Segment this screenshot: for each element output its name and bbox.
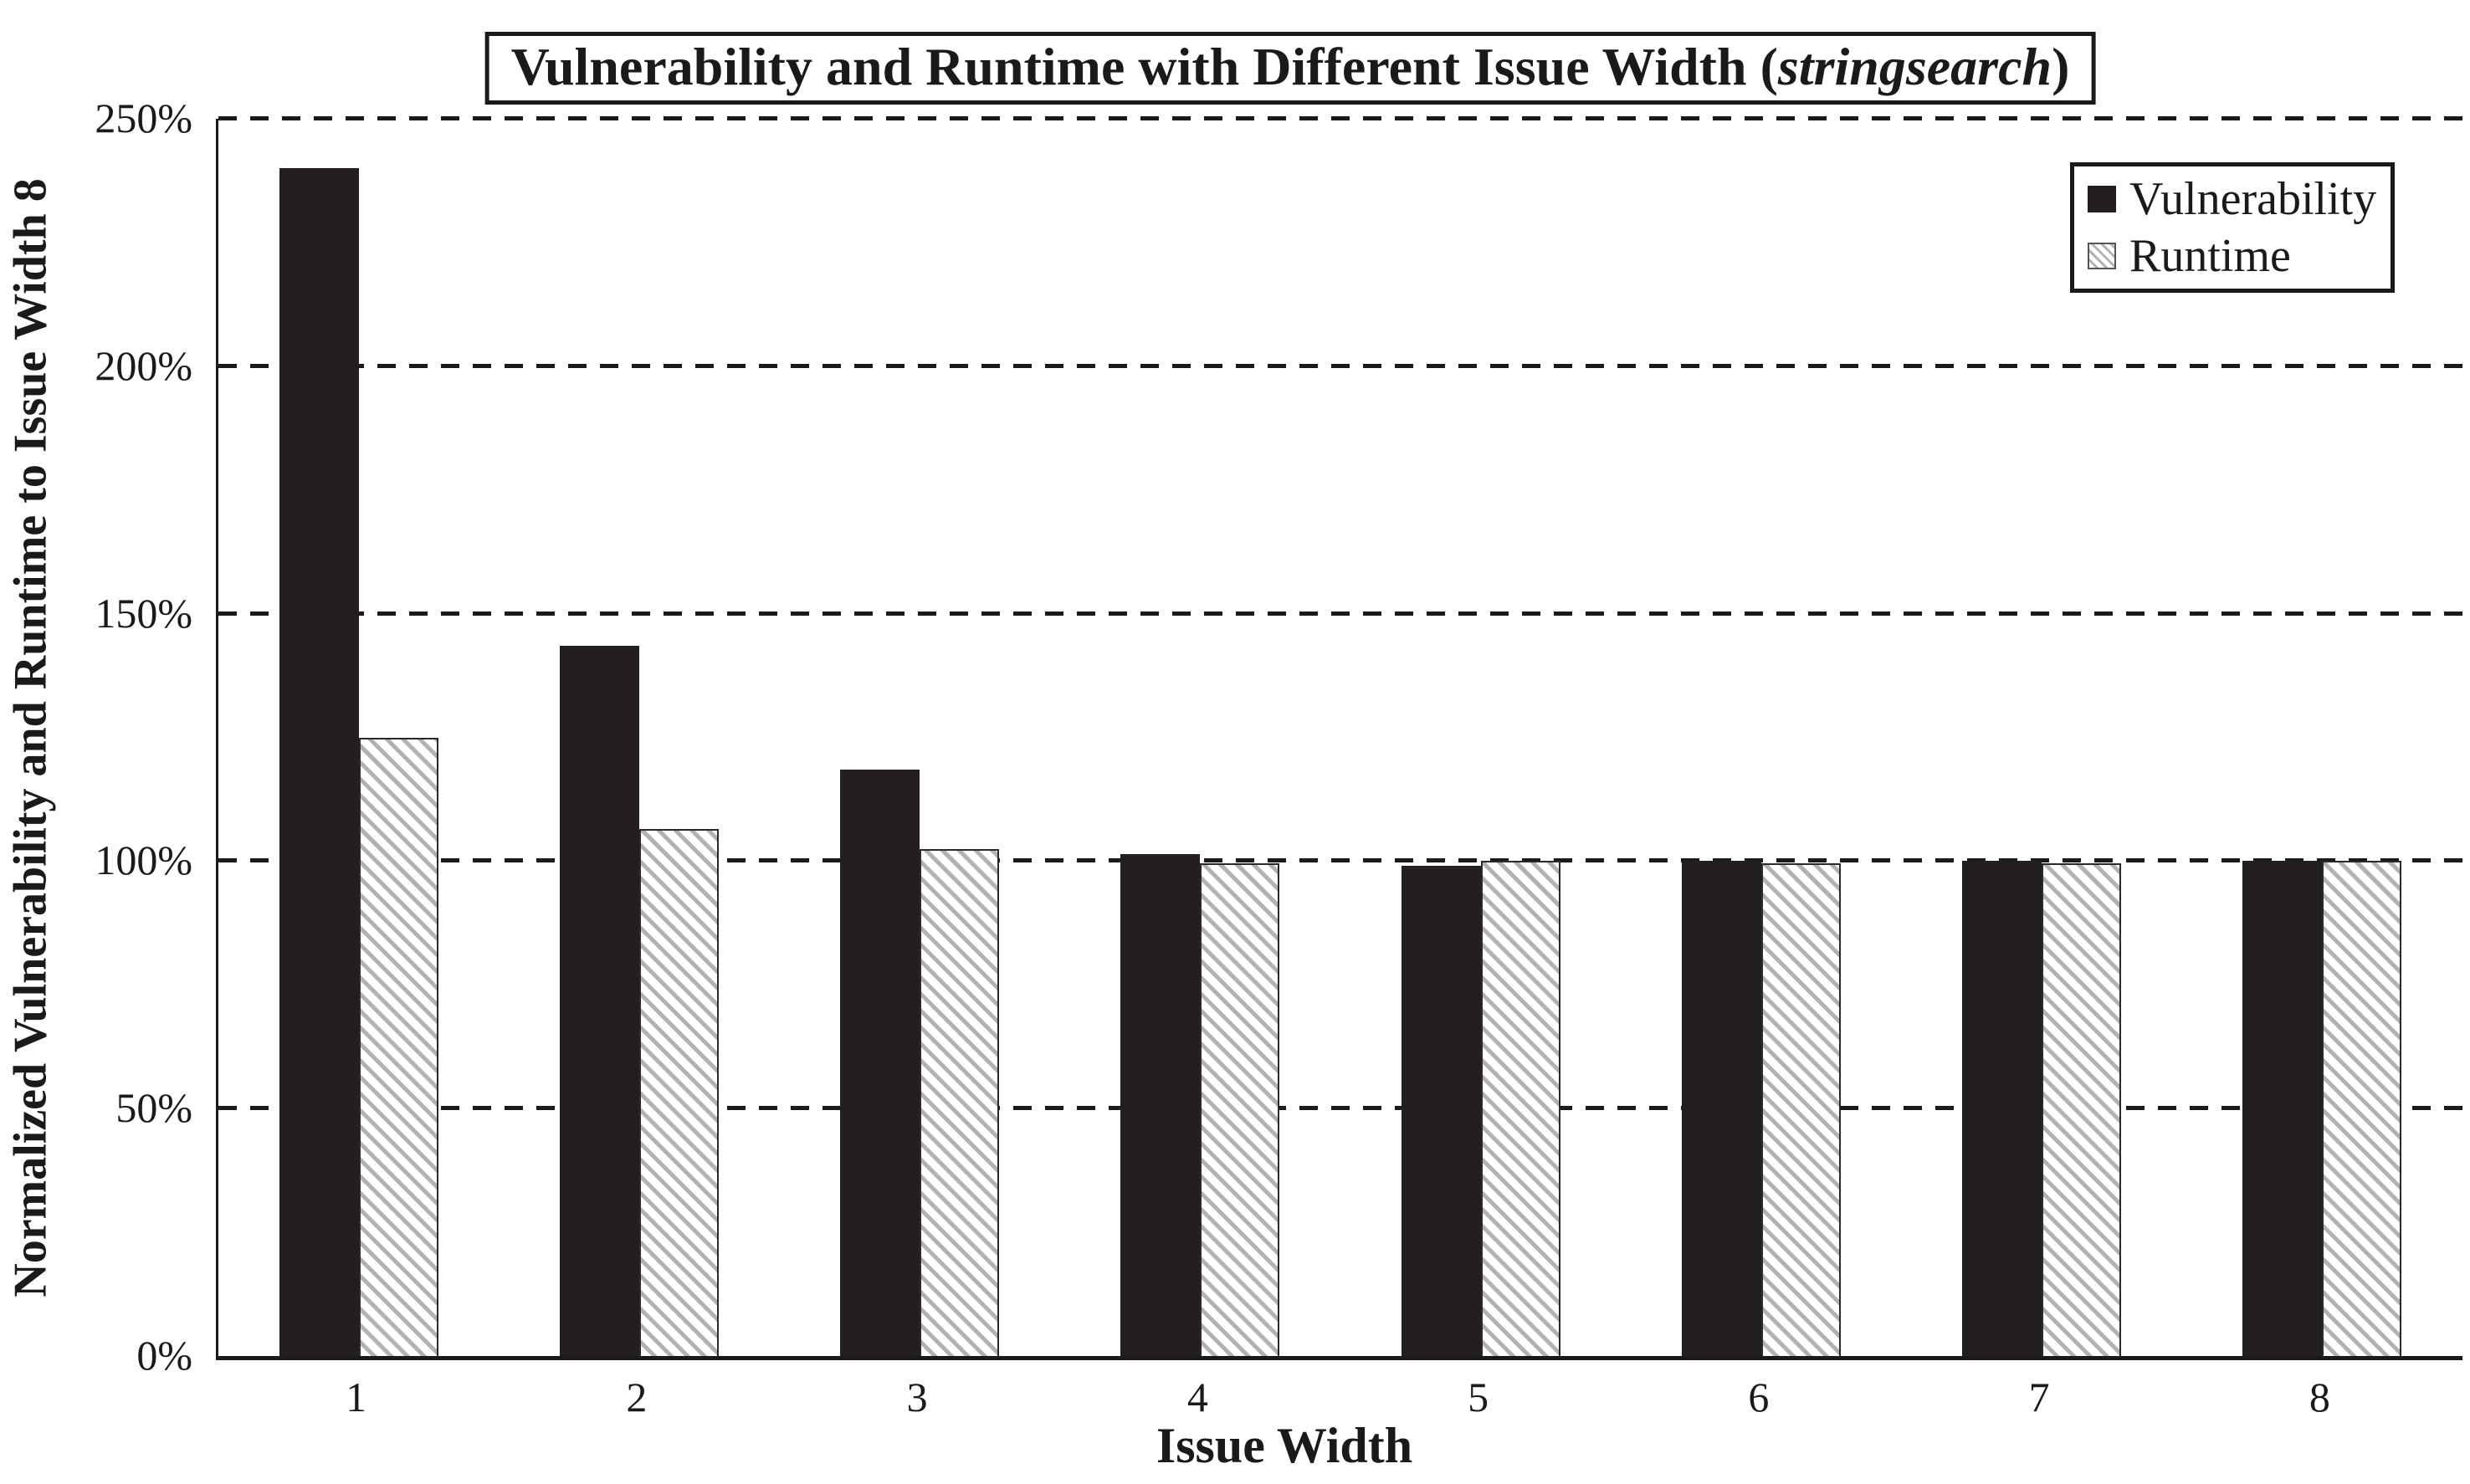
runtime-bar-6 [1760, 863, 1841, 1356]
y-tick-label-150pct: 150% [95, 589, 192, 637]
y-axis-title: Normalized Vulnerability and Runtime to … [4, 178, 57, 1297]
y-tick-label-0pct: 0% [136, 1332, 192, 1379]
y-tick-label-200pct: 200% [95, 341, 192, 389]
solid-black-swatch-icon [2088, 186, 2116, 212]
bar-groups-container [218, 119, 2462, 1356]
chart-title-prefix: Vulnerability and Runtime with Different… [510, 37, 1778, 96]
hatched-swatch-icon [2088, 243, 2116, 269]
bar-group-issue-width-7 [1902, 119, 2182, 1356]
x-axis-title: Issue Width [1156, 1418, 1413, 1473]
runtime-bar-8 [2322, 861, 2402, 1356]
legend-label-vulnerability: Vulnerability [2129, 173, 2377, 225]
y-tick-label-50pct: 50% [115, 1084, 192, 1132]
x-tick-label-5: 5 [1468, 1374, 1489, 1420]
vulnerability-bar-5 [1401, 866, 1481, 1356]
bar-group-issue-width-2 [499, 119, 779, 1356]
legend-item-vulnerability: Vulnerability [2088, 176, 2377, 223]
runtime-bar-2 [638, 828, 719, 1356]
y-tick-label-250pct: 250% [95, 95, 192, 141]
bar-group-issue-width-1 [218, 119, 499, 1356]
vulnerability-bar-7 [1962, 861, 2042, 1356]
legend-label-runtime: Runtime [2129, 230, 2291, 282]
x-tick-label-8: 8 [2309, 1374, 2330, 1420]
runtime-bar-3 [920, 848, 1000, 1356]
chart-title-suffix: ) [2052, 37, 2070, 96]
chart-title: Vulnerability and Runtime with Different… [484, 32, 2096, 105]
runtime-bar-7 [2042, 863, 2122, 1356]
x-tick-label-4: 4 [1186, 1374, 1208, 1420]
plot-area [216, 116, 2462, 1360]
x-tick-label-3: 3 [906, 1374, 928, 1420]
bar-group-issue-width-3 [780, 119, 1060, 1356]
runtime-bar-1 [358, 737, 438, 1356]
x-tick-label-1: 1 [346, 1374, 367, 1420]
x-tick-label-2: 2 [626, 1374, 648, 1420]
vulnerability-bar-6 [1681, 861, 1761, 1356]
gridline-250pct [218, 116, 2462, 120]
vulnerability-bar-3 [840, 769, 920, 1356]
runtime-bar-5 [1480, 861, 1560, 1356]
bar-group-issue-width-8 [2182, 119, 2462, 1356]
y-tick-label-100pct: 100% [95, 837, 192, 884]
gridline-100pct [218, 858, 2462, 863]
gridline-200pct [218, 363, 2462, 368]
legend: Vulnerability Runtime [2070, 162, 2395, 293]
bar-group-issue-width-5 [1340, 119, 1621, 1356]
legend-item-runtime: Runtime [2088, 233, 2377, 279]
vulnerability-bar-8 [2242, 861, 2323, 1356]
gridline-150pct [218, 611, 2462, 616]
x-tick-label-7: 7 [2028, 1374, 2050, 1420]
gridline-50pct [218, 1106, 2462, 1111]
bar-group-issue-width-6 [1621, 119, 1901, 1356]
runtime-bar-4 [1200, 863, 1280, 1356]
vulnerability-bar-1 [279, 168, 359, 1356]
vulnerability-bar-2 [559, 646, 639, 1356]
bar-group-issue-width-4 [1060, 119, 1340, 1356]
x-tick-label-6: 6 [1748, 1374, 1770, 1420]
chart-title-emphasis: stringsearch [1777, 37, 2052, 96]
vulnerability-bar-4 [1120, 853, 1201, 1356]
